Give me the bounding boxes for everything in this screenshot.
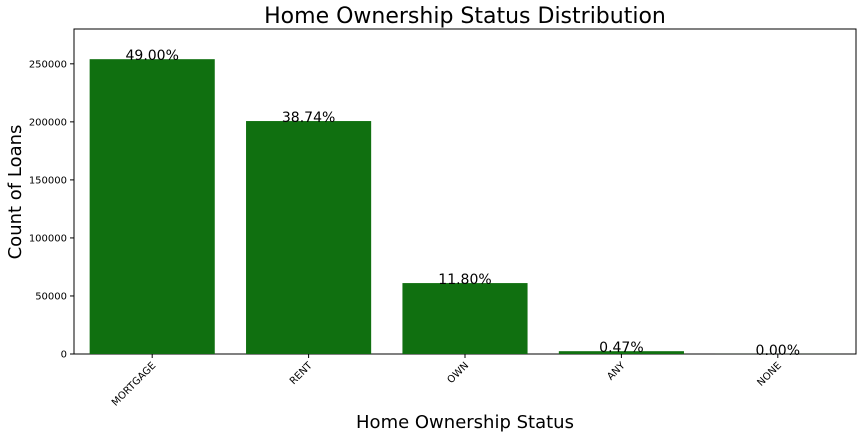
x-axis-label: Home Ownership Status (356, 412, 574, 433)
value-label: 0.00% (756, 343, 800, 359)
value-label: 49.00% (126, 48, 179, 64)
y-tick-label: 250000 (29, 59, 67, 70)
y-axis-label: Count of Loans (5, 125, 26, 260)
y-tick-label: 100000 (29, 233, 67, 244)
x-tick-label: OWN (445, 360, 471, 386)
value-label: 38.74% (282, 110, 335, 126)
bar (246, 121, 372, 354)
y-tick-label: 200000 (29, 117, 67, 128)
x-tick-label: RENT (288, 360, 315, 387)
value-label: 0.47% (599, 340, 643, 356)
value-label: 11.80% (438, 272, 491, 288)
bar (558, 351, 684, 354)
chart-title: Home Ownership Status Distribution (264, 4, 666, 29)
x-tick-label: ANY (605, 360, 628, 383)
y-tick-label: 150000 (29, 175, 67, 186)
y-tick-label: 50000 (35, 291, 67, 302)
x-tick-label: MORTGAGE (110, 360, 158, 408)
x-tick-label: NONE (756, 360, 784, 388)
bar (89, 59, 215, 355)
bar (402, 283, 528, 354)
y-tick-label: 0 (61, 350, 67, 361)
